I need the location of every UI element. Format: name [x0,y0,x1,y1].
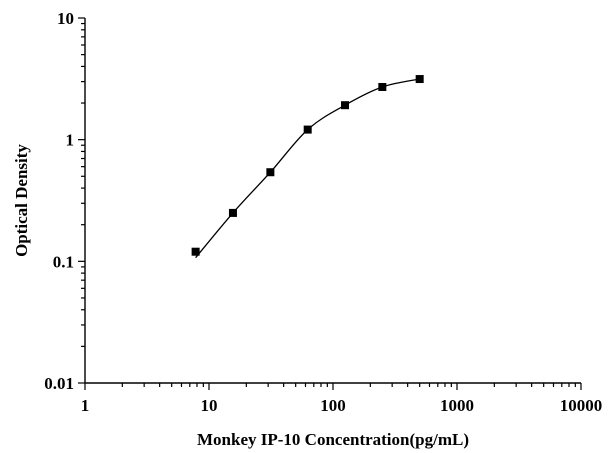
y-axis-ticks: 0.01 0.1 1 10 [44,9,85,393]
data-markers [191,75,424,256]
x-tick-label: 10000 [560,396,603,415]
data-point-marker [228,208,237,217]
x-axis-title: Monkey IP-10 Concentration(pg/mL) [197,430,469,449]
y-tick-label: 0.01 [44,374,74,393]
x-axis-ticks: 1 10 100 1000 10000 [81,383,603,415]
data-point-marker [378,82,387,91]
x-tick-label: 10 [201,396,218,415]
axes [84,18,581,384]
data-point-marker [341,101,350,110]
x-tick-label: 1000 [440,396,474,415]
x-tick-label: 100 [320,396,346,415]
data-point-marker [266,168,275,177]
data-point-marker [191,247,200,256]
data-point-marker [303,125,312,134]
y-tick-label: 1 [66,131,75,150]
x-tick-label: 1 [81,396,90,415]
y-axis-title: Optical Density [12,144,31,257]
y-tick-label: 10 [57,9,74,28]
y-tick-label: 0.1 [53,252,74,271]
data-point-marker [415,75,424,84]
fitted-curve [195,78,420,259]
